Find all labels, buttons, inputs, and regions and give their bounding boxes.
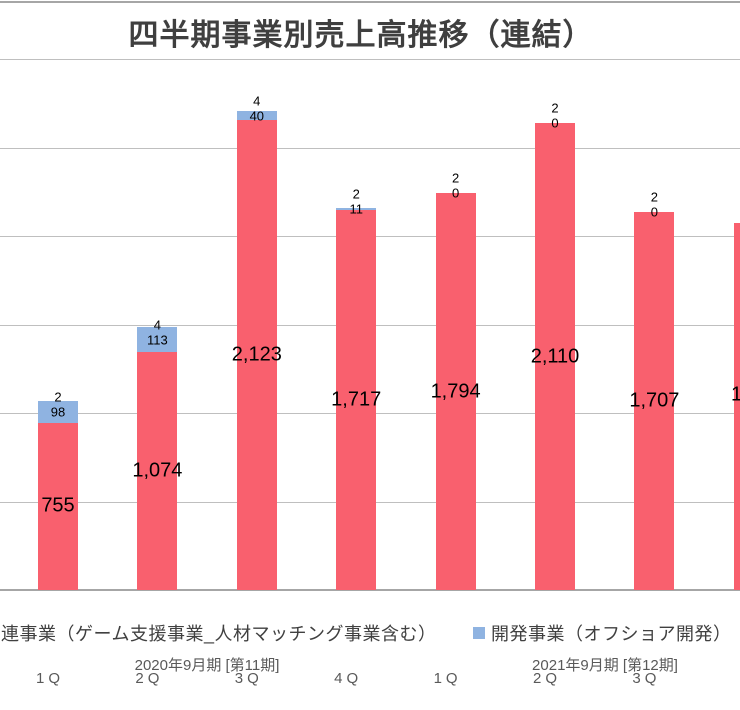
value-label-main: 1,074 [132,459,183,482]
gridline-2400 [0,59,740,60]
value-label-dev: 0 [551,115,559,131]
x-axis-period-label-2021: 2021年9月期 [第12期] [532,657,678,674]
bar-main-segment [336,210,377,590]
value-label-top: 2 [451,170,460,186]
x-axis-quarter-label: 1Q [433,670,462,687]
value-label-main: 755 [41,494,75,517]
value-label-top: 4 [153,317,162,333]
value-label-dev: 0 [650,204,659,220]
chart-title: 四半期事業別売上高推移（連結） [128,19,594,52]
bar-main-segment [535,123,575,590]
value-label-top: 2 [650,189,659,205]
legend-item-main-business: 連事業（ゲーム支援事業_人材マッチング事業含む） [1,620,436,646]
value-label-main: 2,110 [530,345,580,368]
value-label-main: 1,707 [629,389,680,412]
bar-main-segment [236,120,277,590]
gridline-2000 [0,148,740,149]
legend-item-dev-business: 開発事業（オフショア開発） [491,620,732,646]
value-label-top: 2 [352,186,360,202]
bar-dev-segment [38,401,78,423]
bar-dev-segment [336,207,377,211]
top-border-line [0,1,740,3]
x-axis-period-label-2020: 2020年9月期 [第11期] [134,657,280,674]
x-axis-baseline [0,589,740,591]
value-label-main: 2,123 [231,343,282,366]
value-label-top: 4 [253,93,261,109]
value-label-dev: 11 [349,201,363,217]
value-label-dev: 0 [451,185,460,201]
x-axis-quarter-label: 2Q [532,670,562,687]
x-axis-quarter-label: 4Q [334,670,363,687]
value-label-dev: 40 [249,108,265,124]
legend-label-dev-business: 開発事業（オフショア開発） [491,624,732,644]
legend-swatch-dev-business [473,627,485,639]
x-axis-quarter-label: 2Q [135,670,164,687]
value-label-dev: 98 [50,404,66,420]
x-axis-quarter-label: 1Q [35,670,65,687]
bar-main-segment [435,193,476,590]
x-axis-quarter-label: 3Q [234,670,263,687]
value-label-main: 1, [731,383,740,406]
bar-main-segment [38,422,78,590]
bar-main-segment [137,352,178,590]
legend-label-main-business: 連事業（ゲーム支援事業_人材マッチング事業含む） [1,624,437,644]
bar-dev-segment [236,111,277,121]
bar-main-segment [733,222,740,590]
value-label-main: 1,717 [331,388,382,411]
x-axis-quarter-label: 3Q [632,670,661,687]
value-label-top: 2 [551,100,559,116]
bar-main-segment [634,212,675,590]
value-label-dev: 113 [147,332,168,348]
bar-dev-segment [137,327,178,353]
value-label-main: 1,794 [430,380,481,403]
value-label-top: 2 [54,389,62,405]
